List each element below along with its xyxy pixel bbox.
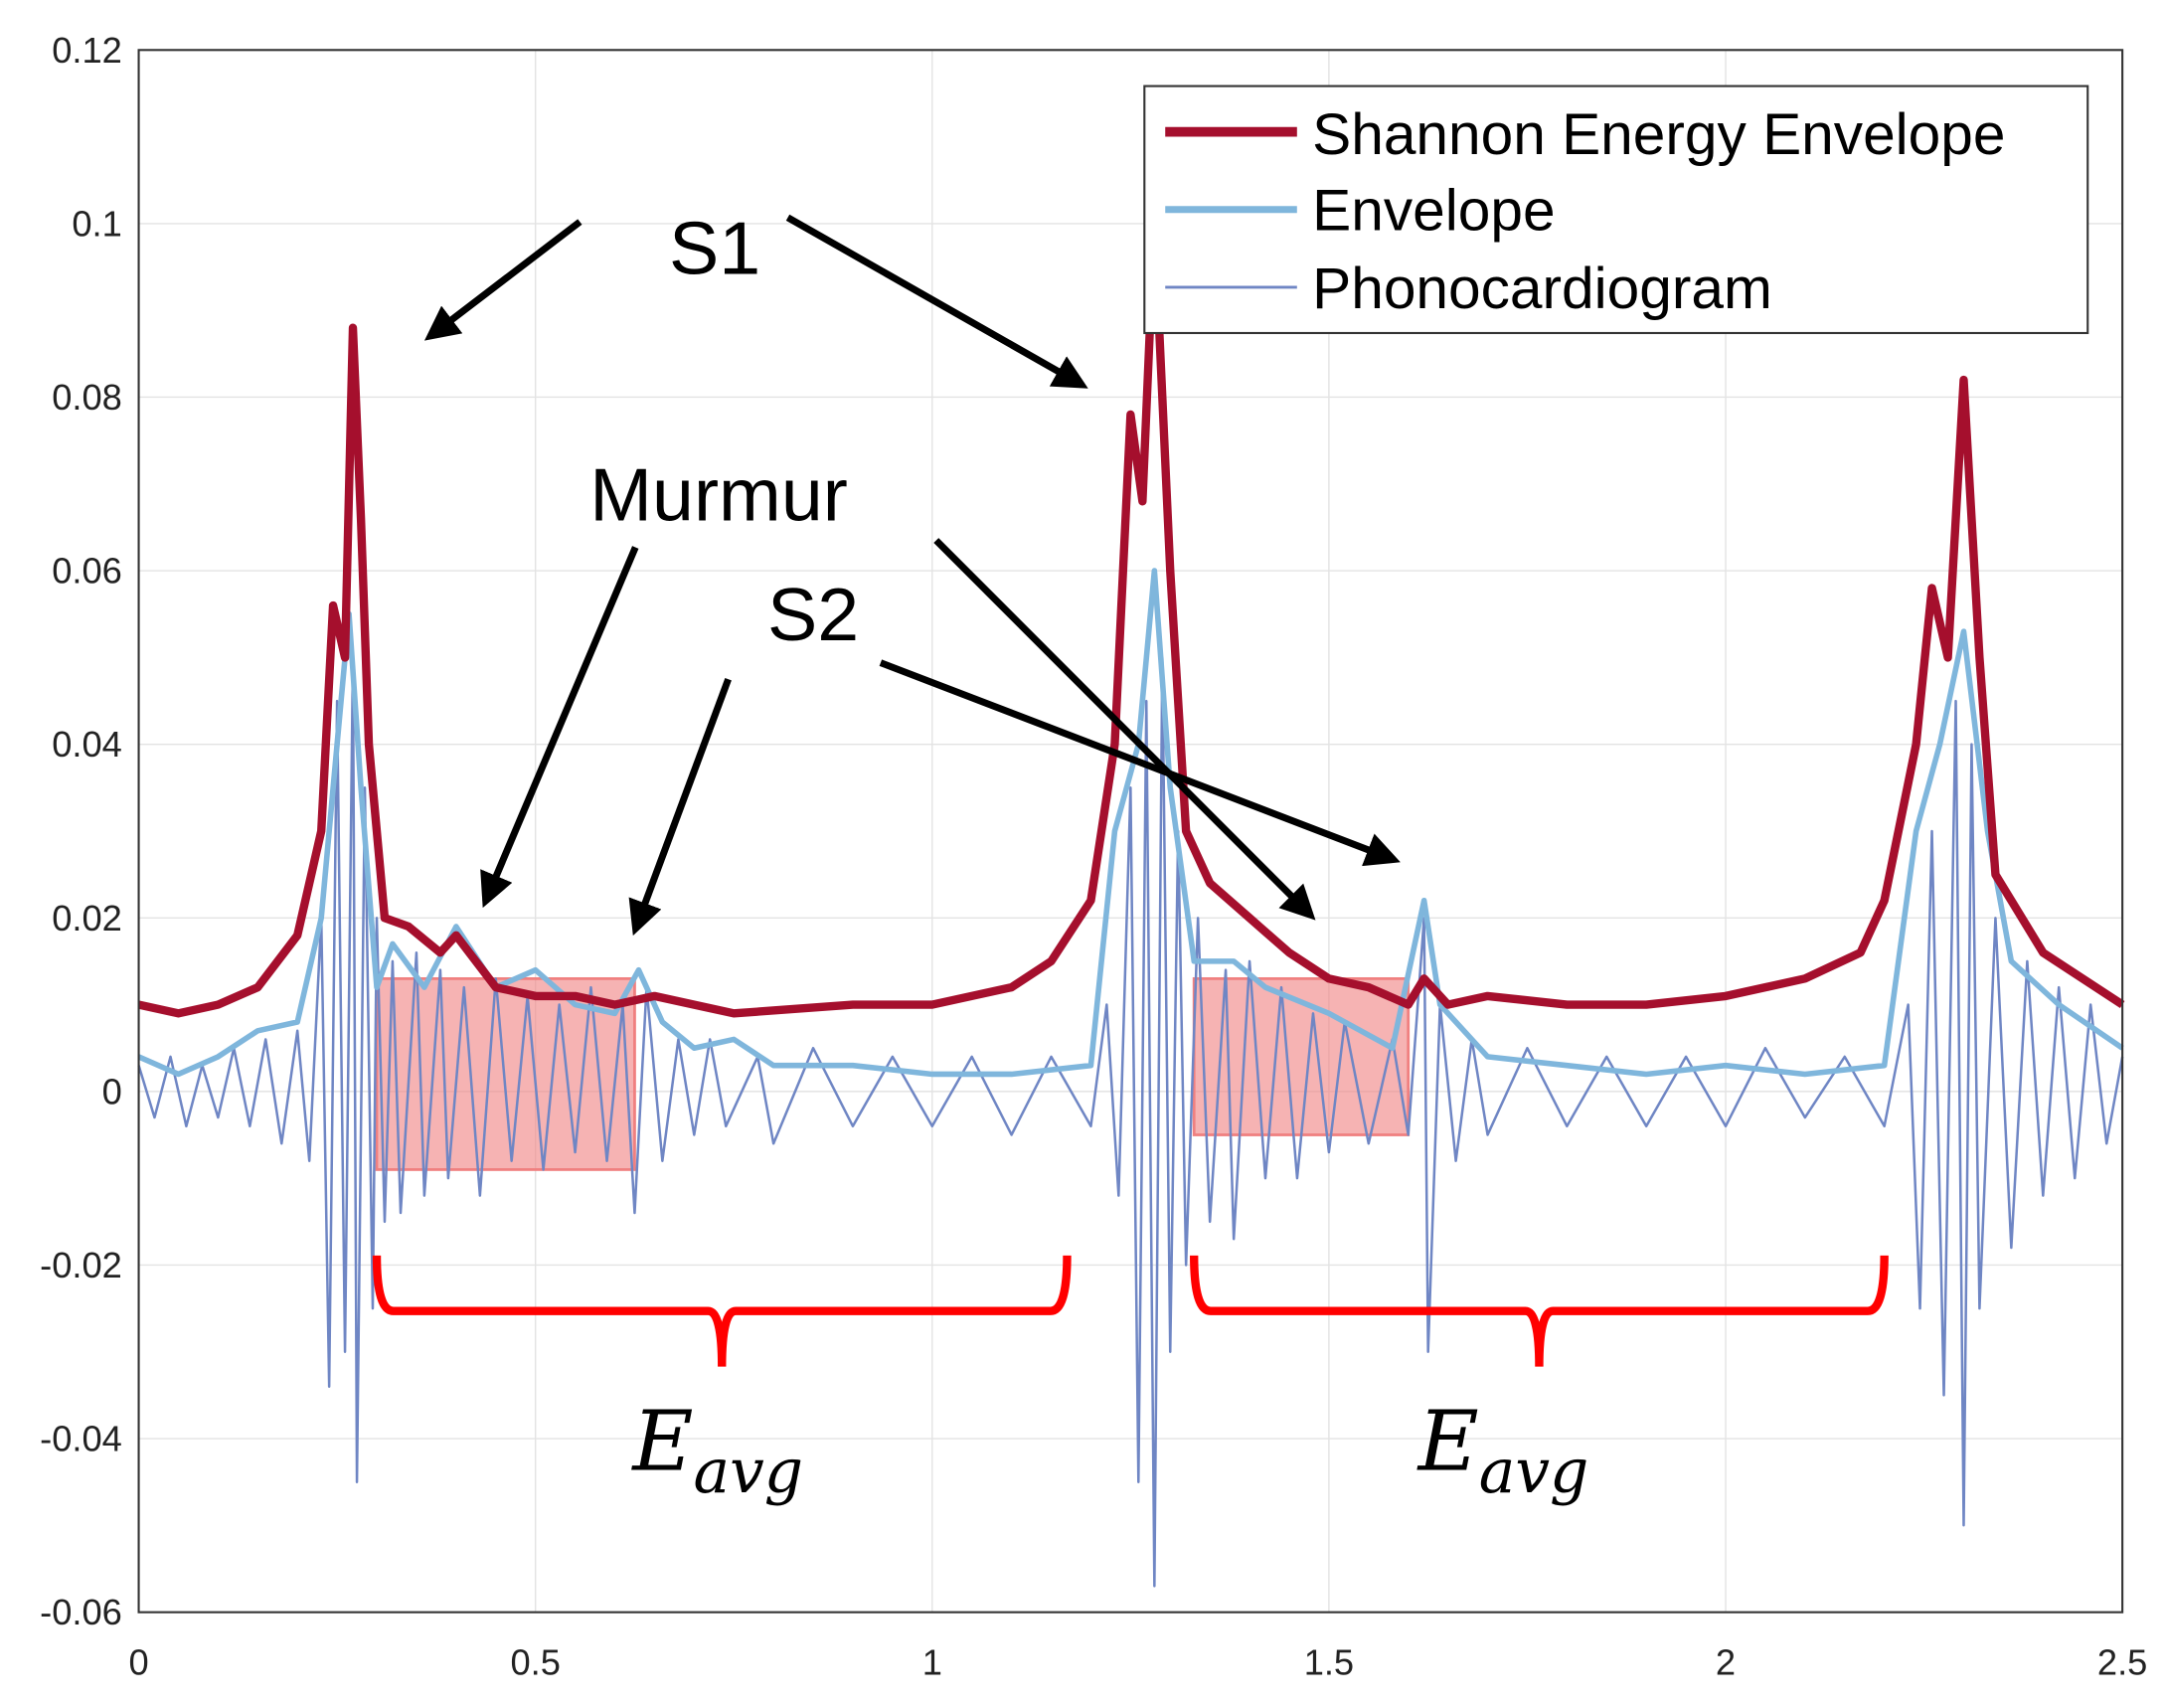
brace: [372, 1255, 1072, 1367]
series-phonocardiogram: [137, 656, 2124, 1588]
y-tick-label: 0.12: [52, 30, 122, 71]
y-tick-label: -0.06: [40, 1592, 122, 1632]
x-tick-label: 2.5: [2097, 1641, 2147, 1682]
eavg-base: E: [1416, 1392, 1479, 1489]
eavg-sub: avg: [694, 1437, 804, 1507]
legend-label-pcg: Phonocardiogram: [1312, 256, 1772, 321]
y-tick-label: 0.08: [52, 377, 122, 418]
s2-arrow: [628, 677, 732, 937]
annotation-s1: S1: [669, 207, 760, 290]
legend-label-envelope: Envelope: [1312, 179, 1555, 244]
x-tick-label: 0: [128, 1641, 148, 1682]
y-tick-label: -0.02: [40, 1245, 122, 1285]
y-tick-label: 0.06: [52, 551, 122, 592]
axis-ticks: 0 0.5 1 1.5 2 2.5 -0.06 -0.04 -0.02 0 0.02 0.04 0.06…: [40, 30, 2147, 1683]
y-tick-label: 0: [102, 1071, 122, 1111]
annotation-murmur: Murmur: [589, 452, 848, 536]
eavg-label-1: Eavg: [630, 1392, 803, 1506]
eavg-sub: avg: [1479, 1437, 1589, 1507]
legend-label-shannon: Shannon Energy Envelope: [1312, 102, 2005, 167]
legend: Shannon Energy Envelope Envelope Phonoca…: [1143, 85, 2089, 335]
brace: [1190, 1255, 1889, 1367]
x-tick-label: 1: [922, 1641, 942, 1682]
murmur-arrow: [933, 538, 1316, 921]
annotation-arrows: [423, 214, 1401, 937]
series-shannon-energy-envelope: [137, 219, 2125, 1018]
y-tick-label: 0.02: [52, 898, 122, 939]
y-tick-label: 0.04: [52, 724, 122, 765]
x-tick-label: 1.5: [1304, 1641, 1354, 1682]
legend-box: [1143, 85, 2089, 335]
eavg-label-2: Eavg: [1416, 1392, 1589, 1506]
annotation-s2: S2: [767, 573, 859, 656]
y-tick-label: 0.1: [72, 203, 121, 244]
s2-arrow: [879, 659, 1401, 867]
braces: [372, 1255, 1889, 1367]
s1-arrow: [785, 214, 1088, 389]
series-envelope: [137, 568, 2124, 1078]
s1-arrow: [423, 219, 583, 341]
eavg-base: E: [630, 1392, 693, 1489]
y-tick-label: -0.04: [40, 1419, 122, 1459]
x-tick-label: 2: [1716, 1641, 1736, 1682]
series-lines: [137, 219, 2125, 1588]
plot-frame: [137, 49, 2124, 1614]
murmur-arrow: [480, 546, 639, 909]
x-tick-label: 0.5: [510, 1641, 560, 1682]
